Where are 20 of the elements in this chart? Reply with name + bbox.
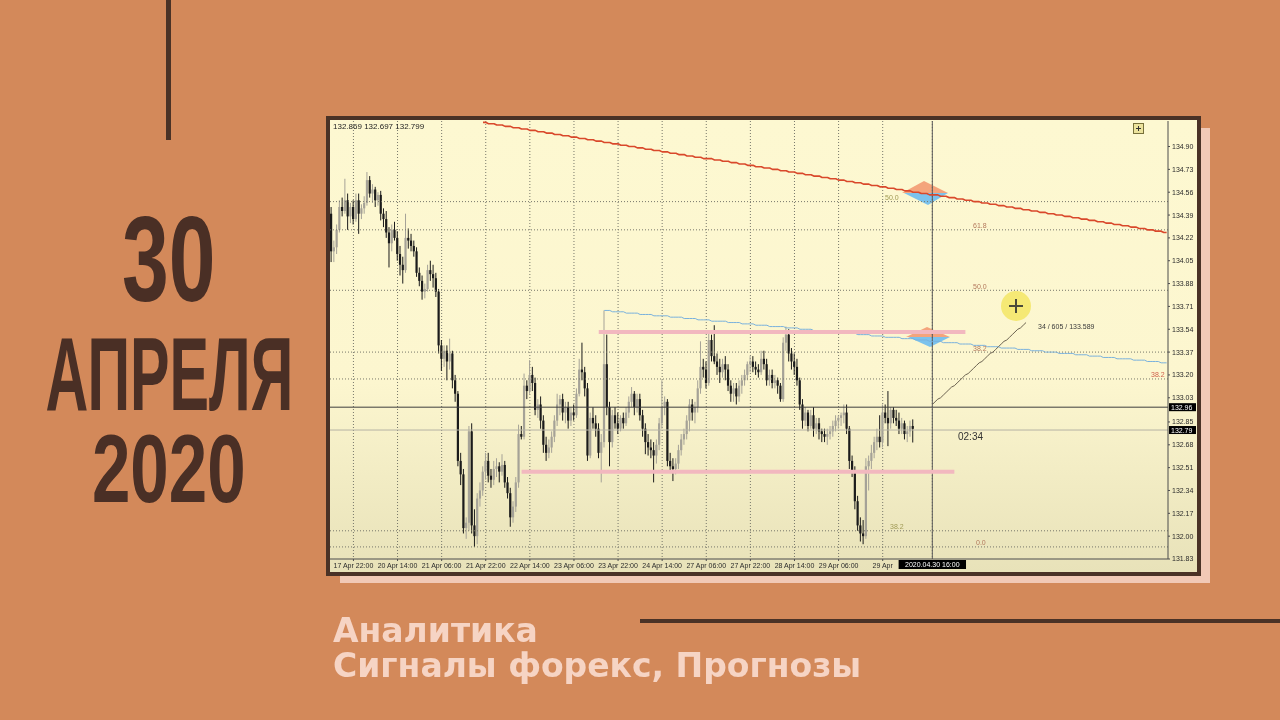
candlestick <box>862 519 865 545</box>
candlestick <box>368 175 371 199</box>
candlestick <box>652 441 655 483</box>
candlestick <box>371 183 374 204</box>
candlestick <box>407 227 410 250</box>
candlestick <box>564 401 567 424</box>
candlestick <box>616 412 619 435</box>
candlestick <box>721 358 724 379</box>
text: Аналитика Сигналы форекс, Прогнозы <box>333 611 862 685</box>
annotation: 132.869 132.697 132.799 <box>333 122 425 131</box>
candlestick <box>498 461 501 483</box>
candlestick <box>911 418 914 444</box>
line-series <box>603 309 1168 364</box>
text: 30 АПРЕЛЯ 2020 <box>45 192 293 522</box>
candlestick <box>732 382 735 403</box>
annotation: 02:34 <box>958 431 984 442</box>
candlestick <box>528 359 531 395</box>
line-series <box>482 121 1168 234</box>
candlestick <box>492 460 495 486</box>
candlestick <box>779 382 782 403</box>
